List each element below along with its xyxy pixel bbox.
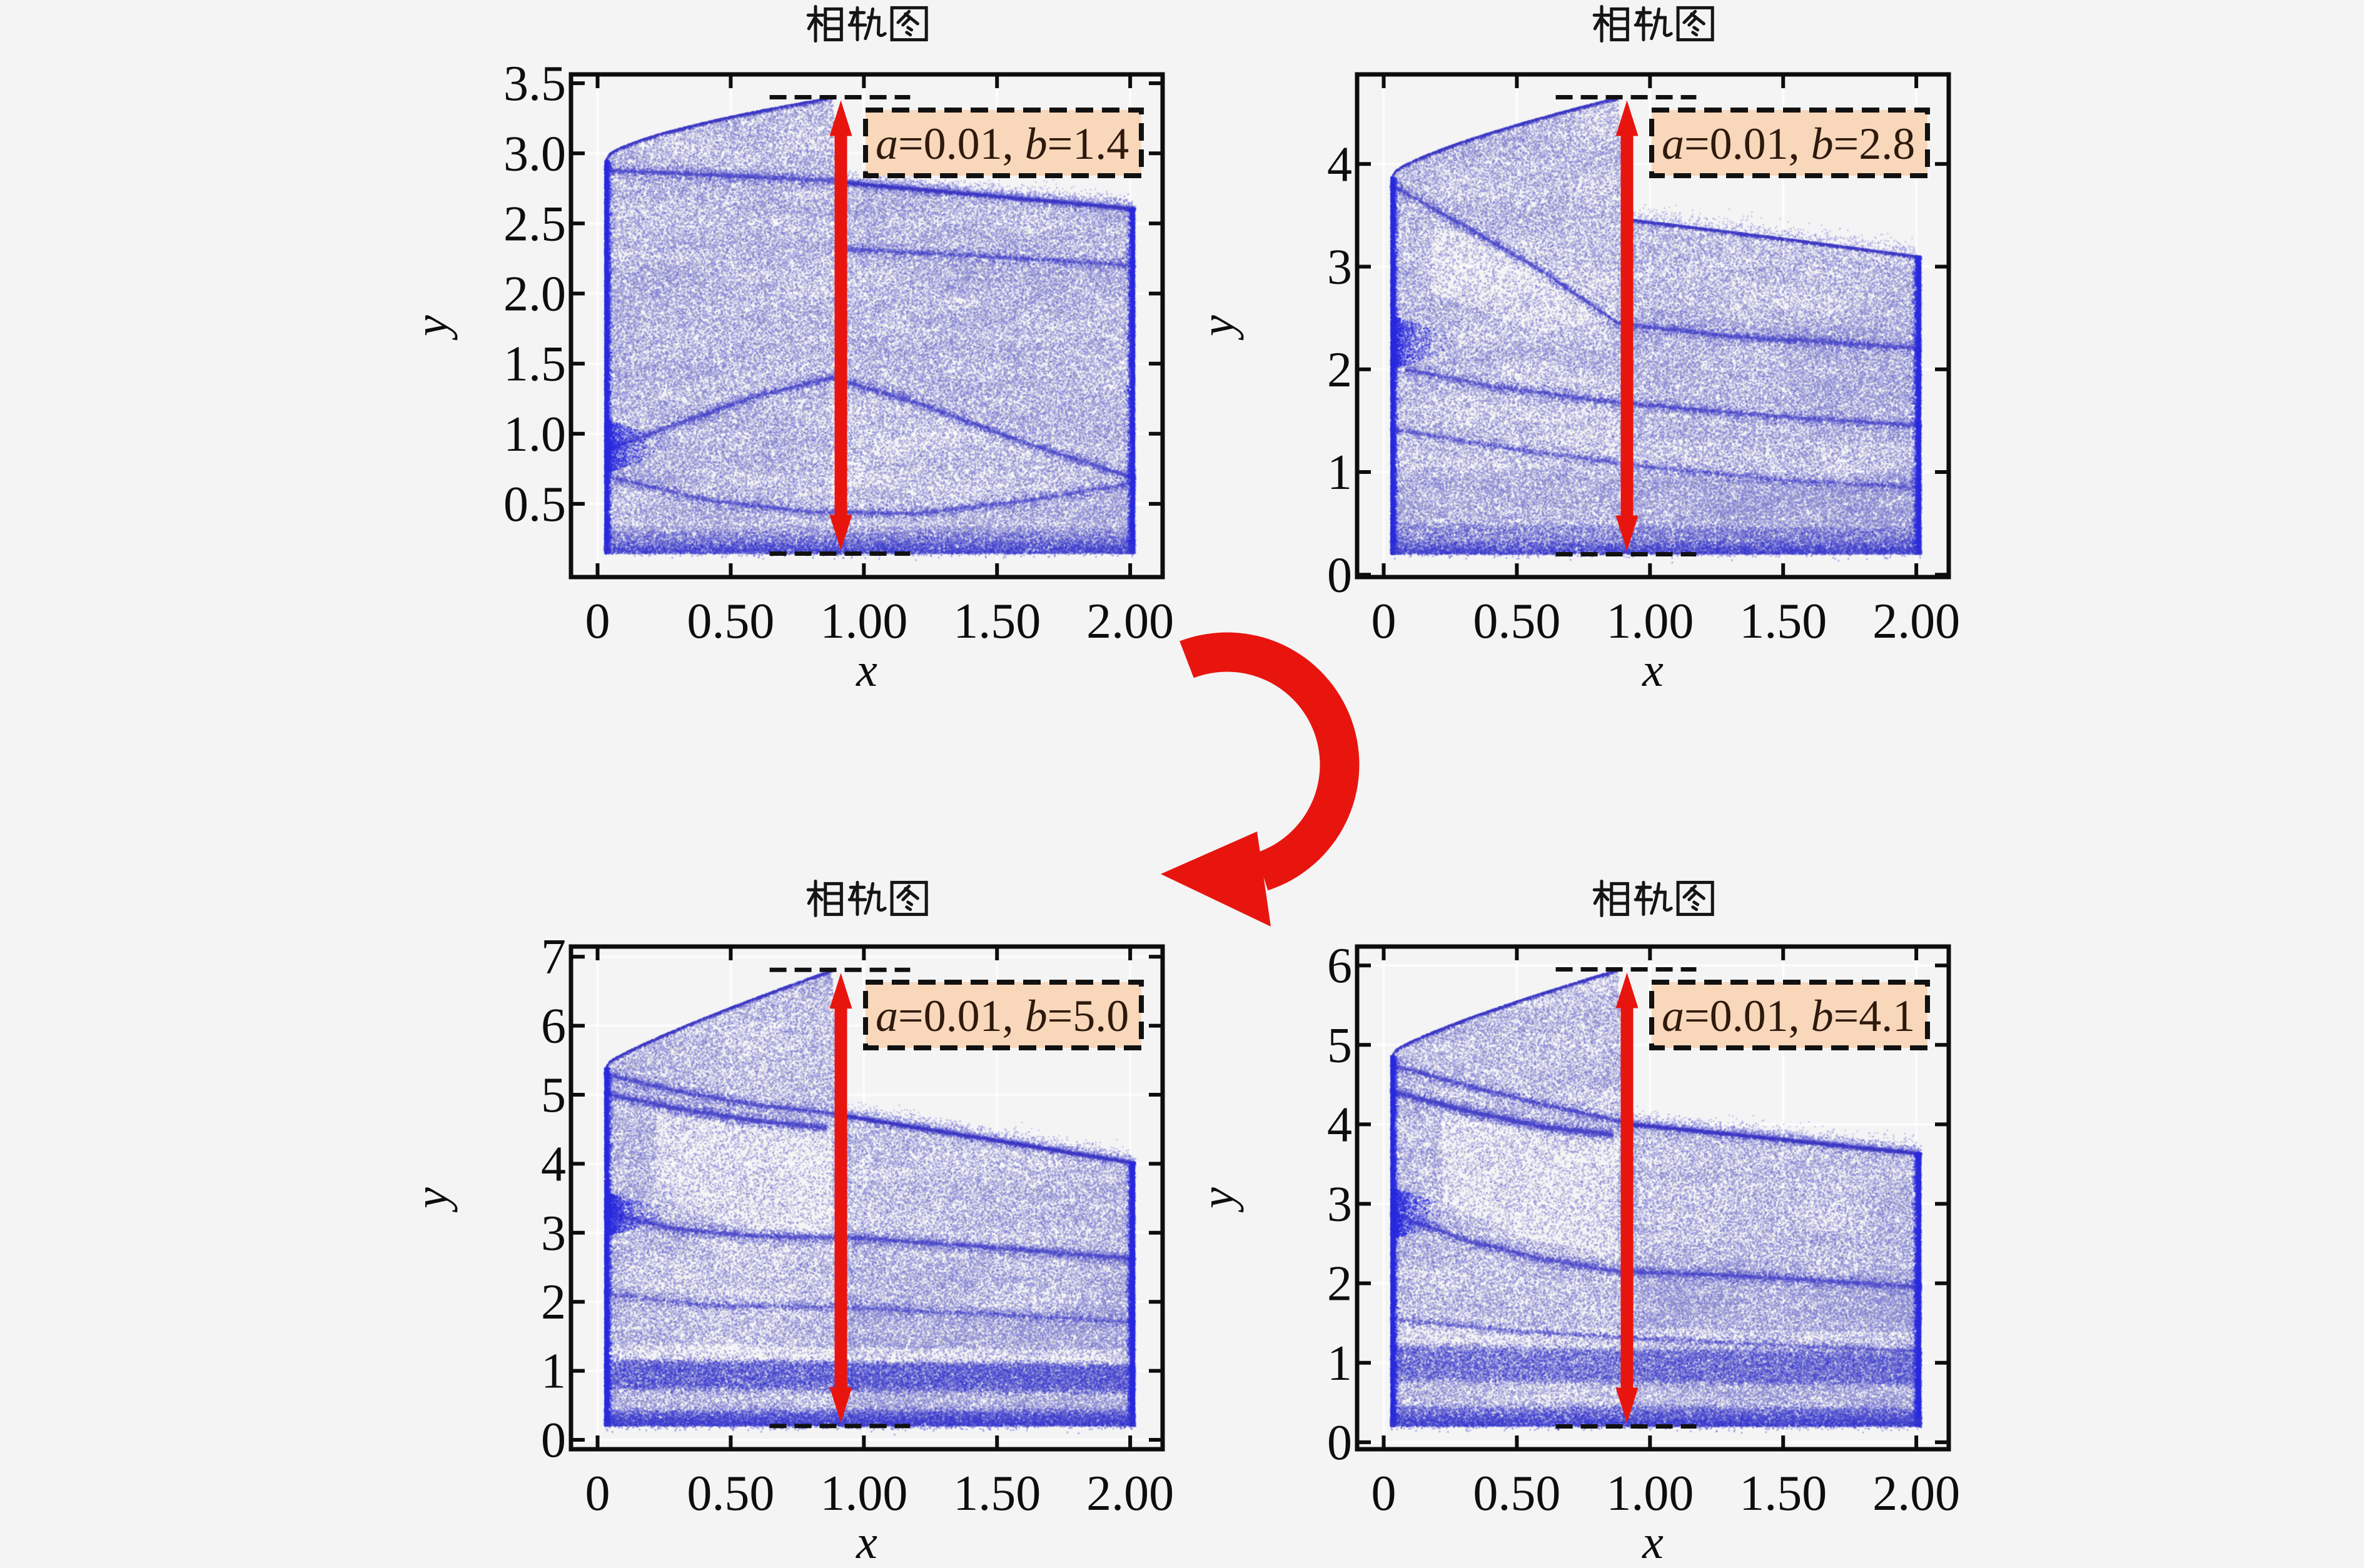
svg-text:0.50: 0.50 [687,594,774,649]
svg-text:6: 6 [541,999,566,1054]
svg-text:x: x [1642,644,1664,696]
svg-text:0: 0 [541,1413,566,1468]
svg-text:1.50: 1.50 [1739,594,1827,649]
svg-text:1.0: 1.0 [503,407,566,462]
svg-text:4: 4 [1327,1097,1352,1152]
svg-text:1.00: 1.00 [820,1466,907,1521]
svg-text:1.50: 1.50 [1739,1466,1827,1521]
svg-text:4: 4 [541,1137,566,1192]
svg-text:1: 1 [1327,1336,1352,1391]
svg-text:2.5: 2.5 [503,196,566,251]
svg-text:a=0.01, b=4.1: a=0.01, b=4.1 [1662,991,1915,1041]
svg-text:0.50: 0.50 [1473,1466,1560,1521]
svg-text:5: 5 [1327,1018,1352,1073]
svg-text:2.00: 2.00 [1086,1466,1174,1521]
svg-text:a=0.01, b=2.8: a=0.01, b=2.8 [1662,119,1915,169]
svg-text:0.50: 0.50 [687,1466,774,1521]
svg-text:0: 0 [585,594,610,649]
svg-text:4: 4 [1327,137,1352,192]
svg-text:2.00: 2.00 [1086,594,1174,649]
svg-text:3: 3 [1327,240,1352,295]
svg-text:2: 2 [1327,1257,1352,1312]
svg-text:1: 1 [541,1344,566,1399]
svg-text:2.0: 2.0 [503,267,566,322]
svg-text:1.00: 1.00 [1606,1466,1694,1521]
svg-text:2.00: 2.00 [1872,594,1960,649]
svg-text:1.00: 1.00 [820,594,907,649]
svg-text:y: y [1191,1187,1244,1213]
svg-text:y: y [405,315,458,341]
svg-text:2.00: 2.00 [1872,1466,1960,1521]
svg-text:1: 1 [1327,445,1352,500]
svg-text:0: 0 [1371,594,1396,649]
svg-text:y: y [1191,315,1244,341]
svg-text:x: x [1642,1516,1664,1568]
svg-text:0: 0 [585,1466,610,1521]
svg-text:2: 2 [1327,343,1352,398]
svg-text:1.50: 1.50 [953,594,1041,649]
svg-text:y: y [405,1187,458,1213]
svg-text:7: 7 [541,930,566,985]
svg-text:a=0.01, b=1.4: a=0.01, b=1.4 [876,119,1129,169]
svg-text:1.00: 1.00 [1606,594,1694,649]
svg-text:3: 3 [1327,1177,1352,1232]
svg-text:6: 6 [1327,938,1352,993]
svg-text:0: 0 [1327,1415,1352,1470]
svg-text:a=0.01, b=5.0: a=0.01, b=5.0 [876,991,1129,1041]
svg-text:0: 0 [1371,1466,1396,1521]
svg-text:2: 2 [541,1275,566,1330]
svg-text:0.5: 0.5 [503,477,566,532]
svg-text:0: 0 [1327,548,1352,603]
svg-text:3.0: 3.0 [503,126,566,181]
svg-text:x: x [856,644,877,696]
svg-text:1.5: 1.5 [503,337,566,392]
svg-text:1.50: 1.50 [953,1466,1041,1521]
svg-text:0.50: 0.50 [1473,594,1560,649]
svg-text:3.5: 3.5 [503,56,566,111]
svg-text:3: 3 [541,1206,566,1261]
svg-text:5: 5 [541,1068,566,1123]
svg-text:x: x [856,1516,877,1568]
